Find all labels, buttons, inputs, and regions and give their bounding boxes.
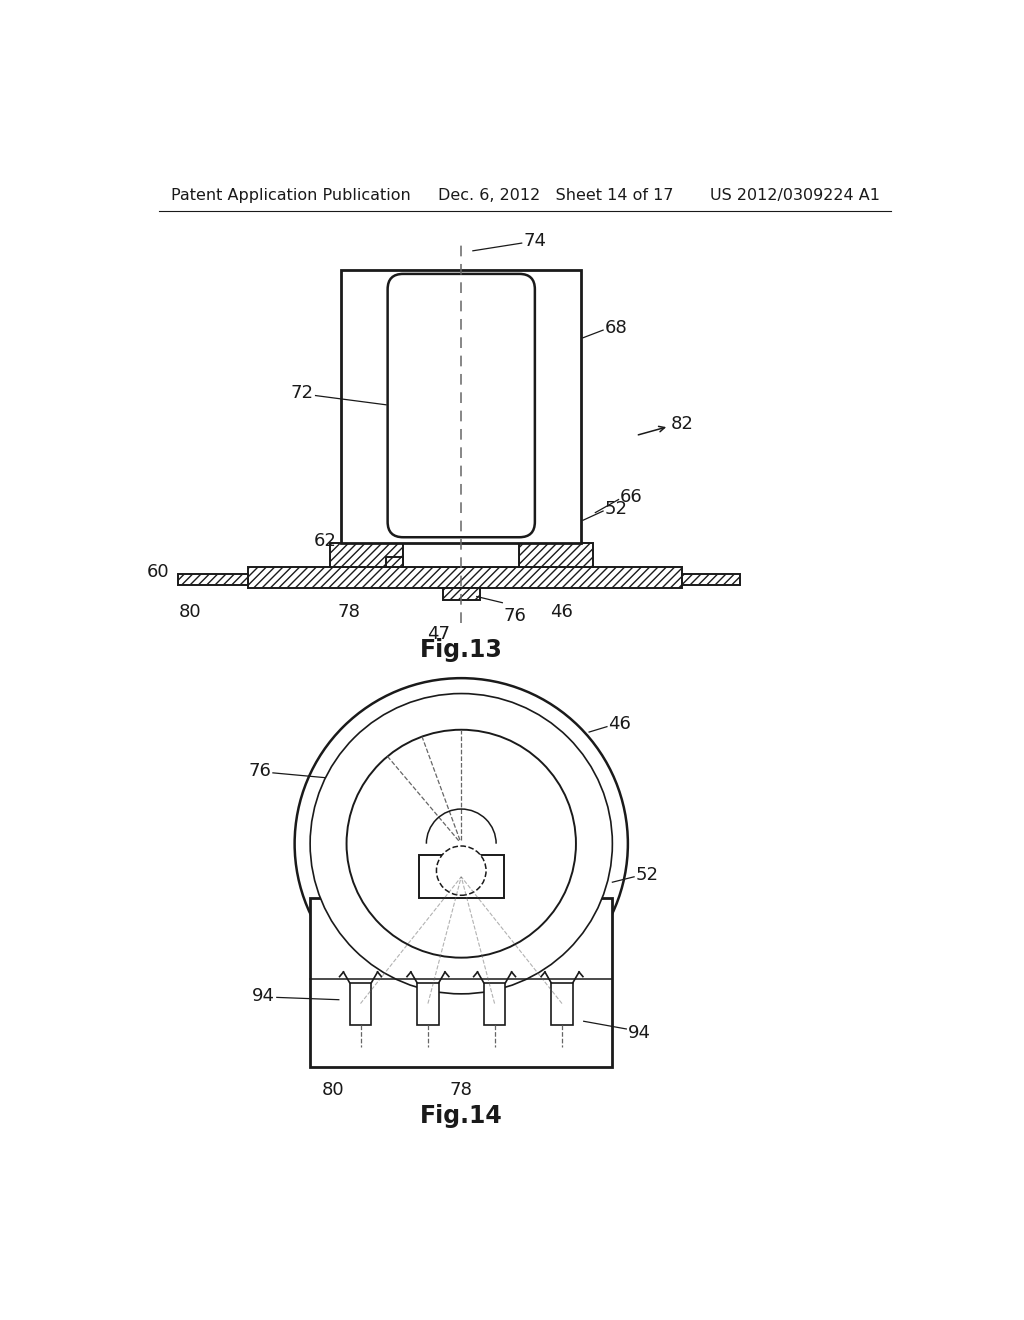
Bar	[341, 271, 582, 544]
Bar	[330, 544, 403, 566]
Text: 74: 74	[523, 232, 546, 249]
Text: 46: 46	[550, 603, 573, 622]
Text: 46: 46	[608, 715, 632, 734]
Bar	[504, 855, 604, 898]
Text: 78: 78	[338, 603, 360, 622]
FancyBboxPatch shape	[388, 275, 535, 537]
Text: Fig.14: Fig.14	[420, 1104, 503, 1129]
Bar	[317, 855, 419, 898]
Text: Dec. 6, 2012   Sheet 14 of 17: Dec. 6, 2012 Sheet 14 of 17	[438, 187, 674, 203]
Bar	[442, 589, 480, 601]
Bar	[442, 589, 480, 601]
Text: US 2012/0309224 A1: US 2012/0309224 A1	[710, 187, 880, 203]
Circle shape	[310, 693, 612, 994]
Text: Patent Application Publication: Patent Application Publication	[171, 187, 411, 203]
Bar	[248, 566, 682, 589]
Text: 76: 76	[249, 762, 271, 780]
Bar	[519, 544, 593, 566]
Text: 47: 47	[427, 626, 450, 643]
Bar	[349, 983, 372, 1026]
Bar	[386, 557, 403, 566]
Bar	[504, 855, 604, 898]
Text: 60: 60	[146, 562, 169, 581]
Text: 80: 80	[323, 1081, 345, 1098]
Bar	[419, 855, 504, 898]
Text: 78: 78	[450, 1081, 473, 1098]
Bar	[519, 544, 593, 566]
Text: 52: 52	[636, 866, 658, 883]
Bar	[682, 574, 740, 585]
Bar	[386, 557, 403, 566]
Bar	[178, 574, 248, 585]
Bar	[403, 544, 519, 566]
Bar	[417, 983, 438, 1026]
Text: 52: 52	[604, 500, 628, 517]
Bar	[310, 898, 612, 1067]
Bar	[248, 566, 682, 589]
Text: 94: 94	[252, 987, 275, 1005]
Bar	[682, 574, 740, 585]
Circle shape	[346, 730, 575, 958]
Text: 66: 66	[621, 488, 643, 506]
Text: 82: 82	[671, 414, 693, 433]
Bar	[330, 544, 403, 566]
Bar	[317, 855, 419, 898]
Bar	[178, 574, 248, 585]
Circle shape	[295, 678, 628, 1010]
Bar	[551, 983, 572, 1026]
Text: 76: 76	[504, 607, 526, 624]
Text: 62: 62	[314, 532, 337, 549]
Text: 94: 94	[628, 1024, 651, 1041]
Bar	[483, 983, 506, 1026]
Text: Fig.13: Fig.13	[420, 638, 503, 663]
Text: 72: 72	[291, 384, 314, 403]
Text: 68: 68	[604, 319, 628, 337]
Circle shape	[436, 846, 486, 895]
Text: 80: 80	[178, 603, 202, 622]
